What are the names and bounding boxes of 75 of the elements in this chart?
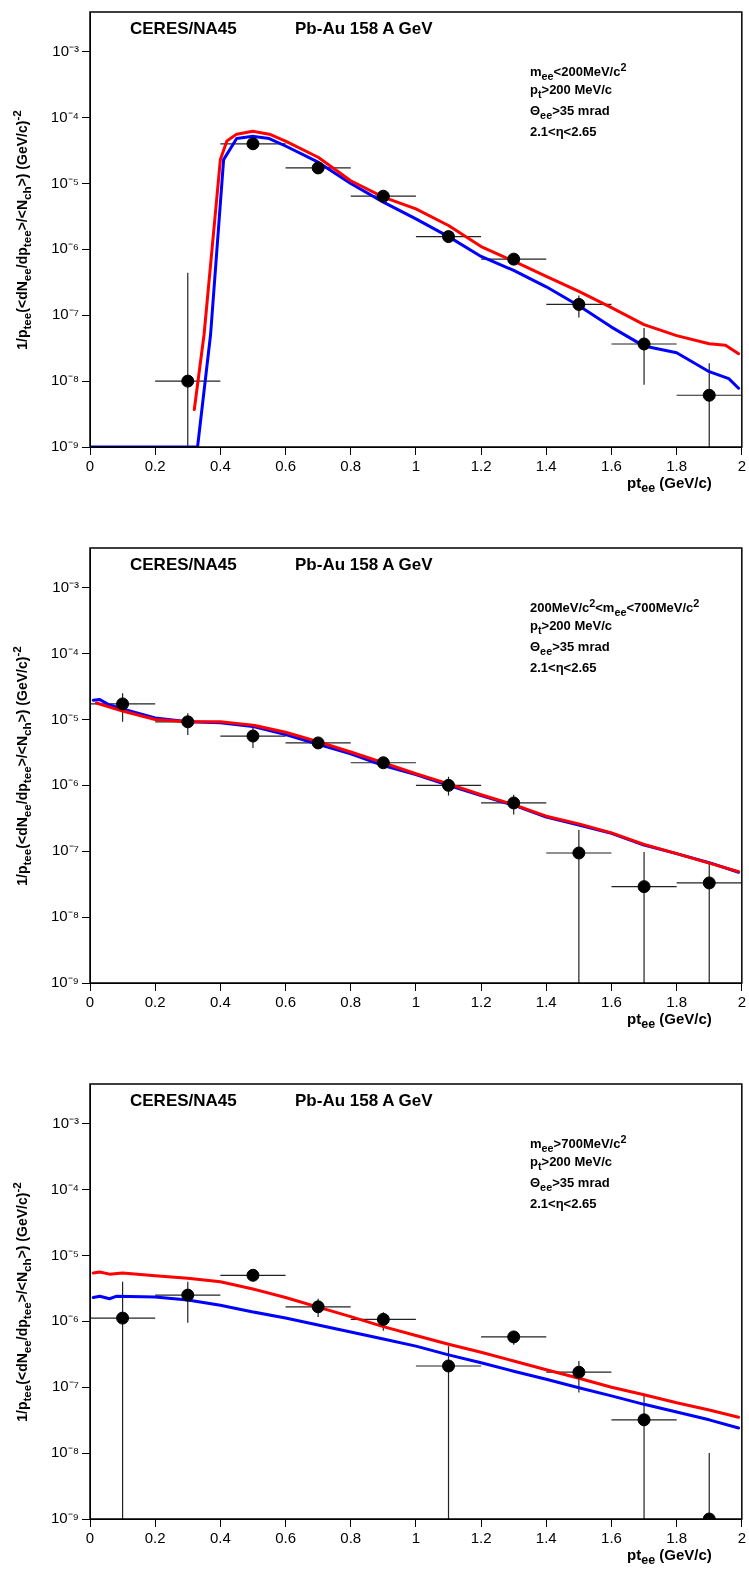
y-tick-label: 10⁻⁴ — [50, 643, 79, 661]
x-tick-label: 1.6 — [601, 993, 622, 1011]
x-tick-label: 0.4 — [209, 993, 231, 1011]
x-tick-label: 1.6 — [601, 1529, 622, 1547]
annotation: p$_{t}$>200 MeV/c — [529, 618, 613, 636]
x-tick-label: 1.8 — [666, 457, 688, 475]
x-tick-label: 2 — [737, 993, 746, 1011]
x-tick-label: 1.6 — [601, 457, 622, 475]
x-tick-label: 0.6 — [275, 457, 296, 475]
chart-title: CERES/NA45 — [130, 555, 237, 574]
y-tick-label: 10⁻⁸ — [50, 907, 79, 925]
x-tick-label: 1.8 — [666, 993, 688, 1011]
annotation: Θ$_{ee}$>35 mrad — [529, 639, 610, 657]
y-tick-label: 10⁻⁷ — [51, 1377, 79, 1395]
x-axis-title: pt$_{ee}$ (GeV/c) — [627, 1010, 712, 1031]
x-tick-label: 0.2 — [144, 457, 166, 475]
x-tick-label: 1.2 — [470, 1529, 492, 1547]
y-tick-label: 10⁻⁷ — [51, 841, 79, 859]
x-tick-label: 0.8 — [340, 457, 362, 475]
x-tick-label: 1.4 — [535, 457, 557, 475]
chart-title: CERES/NA45 — [130, 19, 237, 38]
chart-subtitle: Pb-Au 158 A GeV — [295, 19, 433, 38]
x-tick-label: 1.2 — [470, 993, 492, 1011]
y-tick-label: 10⁻⁶ — [51, 1311, 79, 1329]
x-tick-label: 0.2 — [144, 993, 166, 1011]
x-tick-label: 0.6 — [275, 1529, 296, 1547]
y-tick-label: 10⁻⁷ — [51, 305, 79, 323]
y-tick-label: 10⁻⁹ — [50, 1509, 79, 1527]
annotation: p$_{t}$>200 MeV/c — [529, 82, 613, 100]
annotation: 200MeV/c$^{2}$<m$_{ee}$<700MeV/c$^{2}$ — [529, 597, 700, 618]
x-tick-label: 1.2 — [470, 457, 492, 475]
x-tick-label: 0 — [85, 1529, 95, 1547]
annotation: Θ$_{ee}$>35 mrad — [529, 1175, 610, 1193]
x-tick-label: 2 — [737, 457, 746, 475]
annotation: p$_{t}$>200 MeV/c — [529, 1154, 613, 1172]
x-tick-label: 0 — [85, 993, 95, 1011]
y-tick-label: 10⁻⁶ — [51, 239, 79, 257]
y-tick-label: 10⁻⁸ — [50, 1443, 79, 1461]
chart-subtitle: Pb-Au 158 A GeV — [295, 1091, 433, 1110]
annotation: 2.1<η<2.65 — [529, 124, 597, 139]
x-axis-title: pt$_{ee}$ (GeV/c) — [627, 474, 712, 495]
x-tick-label: 0.4 — [209, 1529, 231, 1547]
y-tick-label: 10⁻⁵ — [51, 173, 79, 191]
x-tick-label: 0.4 — [209, 457, 231, 475]
y-tick-label: 10⁻⁵ — [51, 1245, 79, 1263]
x-tick-label: 1.4 — [535, 1529, 557, 1547]
y-tick-label: 10⁻⁹ — [50, 437, 79, 455]
chart-title: CERES/NA45 — [130, 1091, 237, 1110]
y-tick-label: 10⁻⁶ — [51, 775, 79, 793]
x-tick-label: 1.8 — [666, 1529, 688, 1547]
x-tick-label: 2 — [737, 1529, 746, 1547]
y-tick-label: 10⁻⁹ — [50, 973, 79, 991]
chart-subtitle: Pb-Au 158 A GeV — [295, 555, 433, 574]
annotation: 2.1<η<2.65 — [529, 1196, 597, 1211]
y-tick-label: 10⁻⁴ — [50, 1179, 79, 1197]
x-tick-label: 1.4 — [535, 993, 557, 1011]
x-axis-title: pt$_{ee}$ (GeV/c) — [627, 1546, 712, 1567]
y-tick-label: 10⁻⁸ — [50, 371, 79, 389]
annotation: m$_{ee}$<200MeV/c$^{2}$ — [529, 61, 627, 82]
x-tick-label: 0.8 — [340, 1529, 362, 1547]
y-tick-label: 10⁻³ — [52, 1113, 79, 1131]
x-tick-label: 1 — [411, 1529, 421, 1547]
y-tick-label: 10⁻⁵ — [51, 709, 79, 727]
x-tick-label: 1 — [411, 993, 421, 1011]
x-tick-label: 0.8 — [340, 993, 362, 1011]
y-tick-label: 10⁻³ — [52, 41, 79, 59]
y-tick-label: 10⁻³ — [52, 577, 79, 595]
annotation: Θ$_{ee}$>35 mrad — [529, 103, 610, 121]
x-tick-label: 0.2 — [144, 1529, 166, 1547]
y-tick-label: 10⁻⁴ — [50, 107, 79, 125]
annotation: 2.1<η<2.65 — [529, 660, 597, 675]
annotation: m$_{ee}$>700MeV/c$^{2}$ — [529, 1133, 627, 1154]
x-tick-label: 0 — [85, 457, 95, 475]
x-tick-label: 1 — [411, 457, 421, 475]
x-tick-label: 0.6 — [275, 993, 296, 1011]
